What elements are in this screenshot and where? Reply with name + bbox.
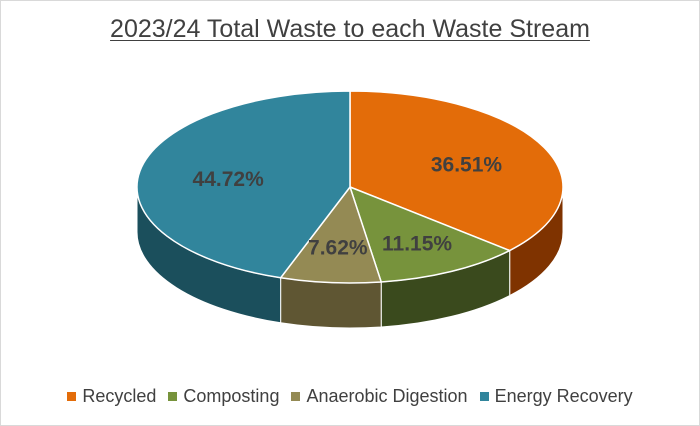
data-label-composting: 11.15% [382,233,452,256]
pie-slice-anaerobic-digestion [279,186,382,284]
chart-title: 2023/24 Total Waste to each Waste Stream [110,15,590,43]
pie-slice-recycled [349,90,564,252]
pie-slices [136,90,564,284]
legend-swatch-energy-recovery [479,392,489,401]
legend-swatch-recycled [67,392,77,401]
legend-swatch-composting [168,392,178,401]
legend-label-energy-recovery: Energy Recovery [494,386,633,406]
data-label-anaerobic-digestion: 7.62% [308,236,368,259]
legend-item-composting: Composting [168,386,279,407]
pie-side-anaerobic-digestion [280,277,382,329]
legend-swatch-anaerobic-digestion [291,392,301,401]
legend: Recycled Composting Anaerobic Digestion Ene… [1,386,699,407]
legend-label-composting: Composting [183,386,280,406]
legend-item-recycled: Recycled [67,386,156,407]
pie-slice-composting [349,186,511,283]
data-label-energy-recovery: 44.72% [193,168,265,191]
pie-slice-energy-recovery [136,90,351,279]
legend-label-anaerobic-digestion: Anaerobic Digestion [306,386,468,406]
data-label-recycled: 36.51% [431,153,503,176]
legend-item-anaerobic-digestion: Anaerobic Digestion [291,386,468,407]
legend-item-energy-recovery: Energy Recovery [479,386,633,407]
legend-label-recycled: Recycled [82,386,157,406]
